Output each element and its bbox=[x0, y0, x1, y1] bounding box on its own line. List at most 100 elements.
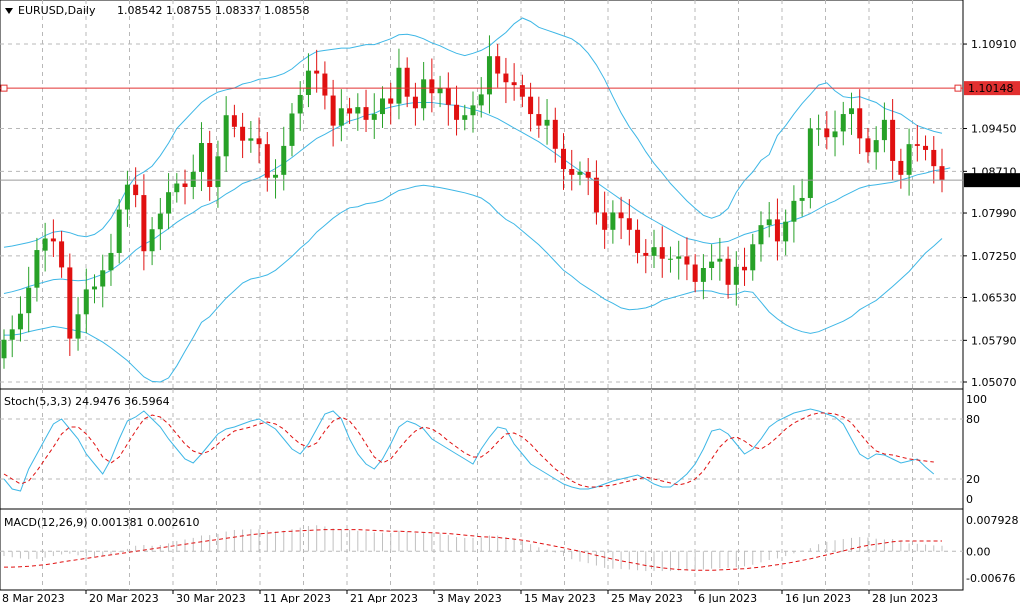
candle-bear bbox=[898, 160, 904, 175]
candle-bear bbox=[635, 229, 641, 253]
candle-bull bbox=[190, 171, 196, 187]
candle-bull bbox=[273, 174, 279, 178]
candle-bear bbox=[412, 96, 418, 109]
date-tick-label: 8 Mar 2023 bbox=[2, 592, 65, 603]
candle-bear bbox=[857, 108, 863, 139]
candle-bull bbox=[215, 156, 221, 187]
candle-bear bbox=[503, 73, 509, 83]
candles bbox=[1, 35, 945, 369]
stoch-title: Stoch(5,3,3) 24.9476 36.5964 bbox=[4, 395, 170, 408]
candle-bear bbox=[50, 238, 56, 242]
price-tick-label: 1.06530 bbox=[971, 292, 1017, 305]
price-tick-label: 1.05070 bbox=[971, 376, 1017, 389]
candle-bear bbox=[59, 241, 65, 268]
candle-bear bbox=[528, 96, 534, 115]
hline-handle-right[interactable] bbox=[954, 84, 962, 92]
candle-bear bbox=[684, 256, 690, 265]
candle-bull bbox=[791, 200, 797, 222]
date-tick-label: 28 Jun 2023 bbox=[872, 592, 938, 603]
price-pane[interactable] bbox=[0, 0, 964, 390]
symbol-timeframe: EURUSD,Daily bbox=[18, 4, 96, 17]
candle-bull bbox=[396, 67, 402, 104]
candle-bear bbox=[923, 145, 929, 150]
date-tick-label: 20 Mar 2023 bbox=[89, 592, 159, 603]
candle-bull bbox=[667, 258, 673, 260]
candle-bear bbox=[231, 115, 237, 127]
date-tick-label: 11 Apr 2023 bbox=[263, 592, 331, 603]
current-price-tag bbox=[964, 173, 1020, 188]
candle-bull bbox=[223, 115, 229, 157]
candle-bull bbox=[92, 286, 98, 290]
stoch-signal-line bbox=[3, 412, 934, 488]
bollinger-lower-line bbox=[4, 184, 943, 383]
candle-bull bbox=[174, 183, 180, 193]
candle-bull bbox=[100, 270, 106, 287]
candle-bull bbox=[651, 247, 657, 256]
macd-tick-label: -0.00676 bbox=[966, 572, 1015, 585]
date-tick-label: 30 Mar 2023 bbox=[176, 592, 246, 603]
candle-bear bbox=[939, 166, 945, 181]
macd-title: MACD(12,26,9) 0.001381 0.002610 bbox=[4, 516, 200, 529]
candle-bear bbox=[890, 119, 896, 161]
candle-bear bbox=[519, 85, 525, 97]
candle-bull bbox=[700, 267, 706, 282]
candle-bear bbox=[141, 195, 147, 252]
candle-bear bbox=[774, 219, 780, 242]
candle-bull bbox=[709, 261, 715, 268]
candle-bull bbox=[379, 98, 385, 115]
candle-bear bbox=[388, 98, 394, 104]
candle-bull bbox=[371, 114, 377, 120]
candle-bull bbox=[873, 140, 879, 153]
candle-bull bbox=[149, 229, 155, 252]
candle-bull bbox=[421, 79, 427, 109]
candle-bear bbox=[692, 264, 698, 282]
candle-bear bbox=[569, 169, 575, 175]
candle-bear bbox=[914, 144, 920, 146]
candle-bear bbox=[824, 128, 830, 138]
candle-bear bbox=[495, 56, 501, 74]
candle-bull bbox=[355, 107, 361, 114]
candle-bull bbox=[750, 244, 756, 271]
candle-bear bbox=[322, 73, 328, 96]
menu-triangle-icon[interactable] bbox=[5, 8, 13, 14]
candle-bull bbox=[840, 114, 846, 132]
candle-bear bbox=[207, 142, 213, 187]
candle-bear bbox=[264, 144, 270, 178]
price-axis: 1.109101.101481.094501.087101.085581.079… bbox=[963, 38, 1020, 585]
date-tick-label: 25 May 2023 bbox=[611, 592, 683, 603]
candle-bull bbox=[848, 108, 854, 115]
horizontal-line[interactable] bbox=[0, 84, 963, 92]
candle-bear bbox=[561, 148, 567, 170]
stoch-tick-label: 80 bbox=[966, 413, 980, 426]
candle-bull bbox=[462, 115, 468, 120]
candle-bull bbox=[881, 119, 887, 141]
candle-bull bbox=[17, 313, 23, 330]
hline-handle-left[interactable] bbox=[0, 84, 8, 92]
candle-bull bbox=[906, 144, 912, 175]
candle-bear bbox=[404, 67, 410, 97]
candle-bear bbox=[725, 258, 731, 285]
candle-bear bbox=[256, 138, 262, 145]
candle-bear bbox=[445, 88, 451, 105]
price-tick-label: 1.07990 bbox=[971, 207, 1017, 220]
candle-bear bbox=[429, 79, 435, 94]
candle-bear bbox=[330, 95, 336, 126]
price-tick-label: 1.05790 bbox=[971, 334, 1017, 347]
candle-bear bbox=[314, 70, 320, 74]
stochastic-lines bbox=[3, 408, 935, 492]
candle-bear bbox=[67, 267, 73, 339]
candle-bull bbox=[717, 258, 723, 262]
date-tick-label: 16 Jun 2023 bbox=[785, 592, 851, 603]
candle-bull bbox=[42, 238, 48, 251]
candle-bull bbox=[807, 128, 813, 198]
candle-bull bbox=[816, 128, 822, 130]
macd-tick-label: 0.007928 bbox=[966, 514, 1019, 527]
candle-bull bbox=[544, 119, 550, 126]
hline-price-tag bbox=[964, 81, 1020, 96]
candle-bear bbox=[363, 107, 369, 120]
candle-bull bbox=[1, 339, 7, 359]
candle-bull bbox=[157, 213, 163, 230]
candle-bear bbox=[643, 252, 649, 256]
candle-bear bbox=[742, 266, 748, 271]
